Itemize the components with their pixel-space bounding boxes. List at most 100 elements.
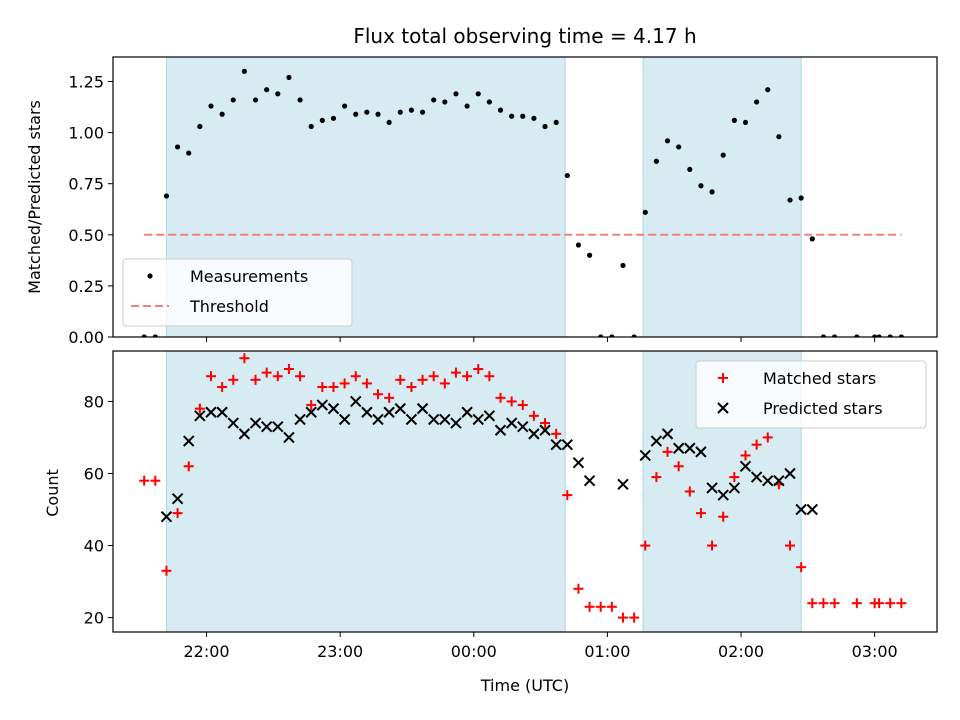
matched-point xyxy=(439,378,450,389)
matched-point xyxy=(684,486,695,497)
predicted-point xyxy=(416,402,429,415)
matched-point xyxy=(217,382,228,393)
data-point xyxy=(241,68,247,74)
matched-point xyxy=(462,371,473,382)
predicted-point xyxy=(561,438,574,451)
shaded-span xyxy=(642,56,802,338)
matched-point xyxy=(328,382,339,393)
matched-point xyxy=(261,367,272,378)
matched-point xyxy=(606,601,617,612)
data-point xyxy=(609,334,615,337)
data-point xyxy=(275,91,281,97)
matched-point xyxy=(161,565,172,576)
data-point xyxy=(776,134,782,140)
data-point xyxy=(141,334,147,337)
predicted-point xyxy=(728,482,741,494)
data-point xyxy=(408,107,415,113)
matched-point xyxy=(272,371,283,382)
predicted-point xyxy=(372,413,384,426)
matched-point xyxy=(528,410,539,421)
data-point xyxy=(252,97,259,103)
matched-point xyxy=(473,364,484,375)
data-point xyxy=(419,109,426,115)
predicted-point xyxy=(405,413,418,426)
matched-point xyxy=(573,583,584,594)
matched-point xyxy=(484,371,495,382)
predicted-point xyxy=(171,492,184,505)
legend: Matched stars Predicted stars xyxy=(695,360,927,429)
predicted-point xyxy=(249,417,262,429)
predicted-point xyxy=(394,402,406,415)
data-point xyxy=(820,334,827,337)
matched-point xyxy=(406,382,417,393)
predicted-point xyxy=(517,420,529,433)
predicted-point xyxy=(183,435,195,447)
data-point xyxy=(598,334,604,337)
data-point xyxy=(330,115,337,121)
predicted-point xyxy=(539,424,551,436)
data-point xyxy=(208,103,214,109)
data-point xyxy=(809,236,815,242)
predicted-point xyxy=(338,413,351,426)
x-tick-label: 23:00 xyxy=(317,642,363,661)
data-point xyxy=(575,242,582,248)
data-point xyxy=(308,123,314,130)
data-point xyxy=(564,172,570,179)
data-point xyxy=(319,117,325,123)
data-point xyxy=(531,115,537,121)
data-point xyxy=(586,252,593,258)
legend-marker-plus xyxy=(718,373,728,383)
matched-point xyxy=(339,378,350,389)
predicted-point xyxy=(750,471,763,483)
data-point xyxy=(687,166,693,173)
x-axis-label: Time (UTC) xyxy=(480,676,569,695)
data-point xyxy=(653,158,659,164)
predicted-point xyxy=(327,402,340,415)
data-point xyxy=(197,123,203,130)
predicted-point xyxy=(762,474,774,487)
top-y-axis-label: Matched/Predicted stars xyxy=(25,100,44,294)
x-tick-label: 01:00 xyxy=(584,642,630,661)
legend-box xyxy=(122,258,353,327)
matched-point xyxy=(829,598,840,609)
data-point xyxy=(887,334,893,337)
y-tick-label: 0.75 xyxy=(68,175,104,194)
matched-point xyxy=(762,432,773,443)
data-point xyxy=(475,91,481,97)
matched-point xyxy=(885,598,896,609)
data-point xyxy=(876,334,882,337)
y-tick-label: 1.00 xyxy=(68,124,104,143)
matched-point xyxy=(250,374,261,385)
predicted-point xyxy=(494,424,507,436)
data-point xyxy=(553,119,559,126)
predicted-point xyxy=(617,478,629,491)
predicted-point xyxy=(450,417,462,429)
matched-point xyxy=(506,396,517,407)
data-point xyxy=(754,99,760,105)
matched-point xyxy=(183,461,194,472)
predicted-point xyxy=(695,446,707,458)
predicted-point xyxy=(205,406,217,418)
predicted-point xyxy=(316,399,329,411)
predicted-point xyxy=(283,431,295,444)
predicted-point xyxy=(672,442,685,454)
matched-point xyxy=(617,612,628,623)
y-tick-label: 80 xyxy=(84,392,104,411)
shaded-span xyxy=(165,350,566,633)
top-axes-frame xyxy=(112,56,938,338)
predicted-point xyxy=(160,511,173,523)
data-point xyxy=(854,334,860,337)
matched-point xyxy=(896,598,907,609)
data-point xyxy=(798,195,804,201)
predicted-point xyxy=(795,503,807,516)
data-point xyxy=(453,91,459,97)
predicted-point xyxy=(583,474,596,487)
x-tick-label: 00:00 xyxy=(451,642,497,661)
matched-point xyxy=(428,371,439,382)
data-point xyxy=(787,197,793,203)
matched-point xyxy=(651,472,662,483)
data-point xyxy=(664,138,671,144)
data-point xyxy=(264,87,270,93)
matched-point xyxy=(740,450,751,461)
